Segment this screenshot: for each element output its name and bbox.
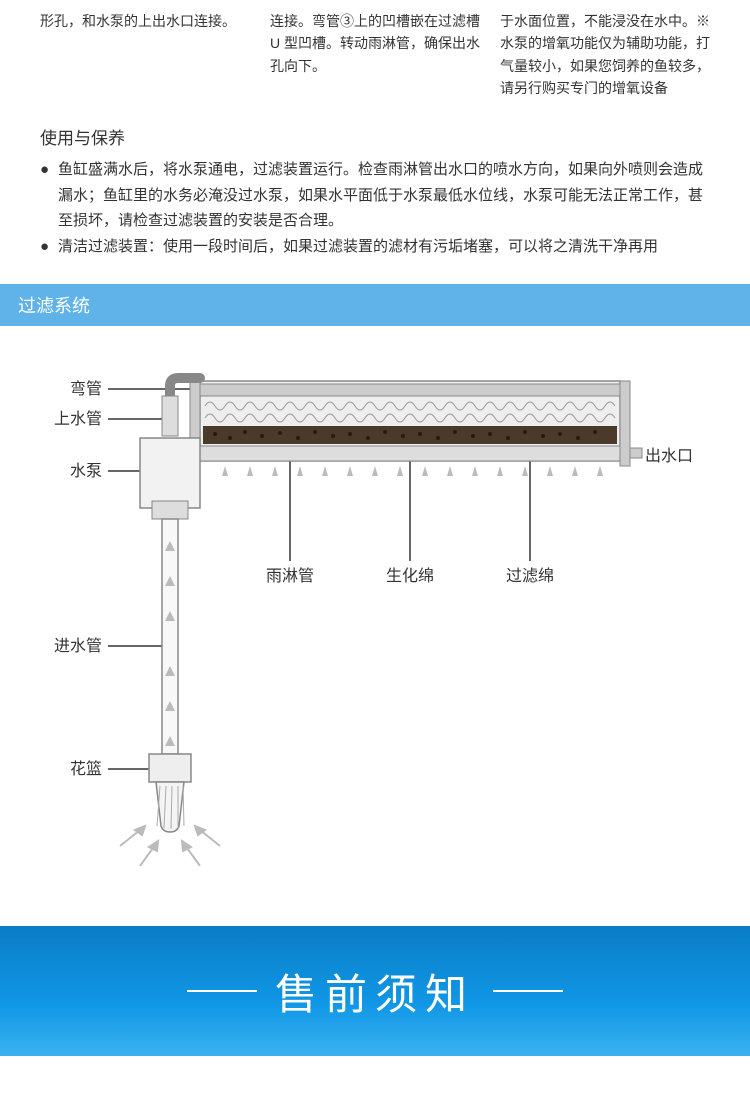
top-text-row: 形孔，和水泵的上出水口连接。 连接。弯管③上的凹槽嵌在过滤槽 U 型凹槽。转动雨… [0,0,750,110]
label-rain-pipe: 雨淋管 [266,567,314,585]
usage-p2: 清洁过滤装置：使用一段时间后，如果过滤装置的滤材有污垢堵塞，可以将之清洗干净再用 [40,234,710,260]
usage-section: 使用与保养 鱼缸盛满水后，将水泵通电，过滤装置运行。检查雨淋管出水口的喷水方向，… [0,110,750,285]
strainer-basket [156,782,184,832]
presale-title: 售前须知 [275,961,475,1022]
filter-diagram: 弯管 上水管 水泵 进水管 花篮 出水口 雨淋管 生化绵 过滤绵 [0,326,750,926]
label-pump: 水泵 [70,462,102,480]
pump-box [140,438,200,508]
top-col-3: 于水面位置，不能浸没在水中。※水泵的增氧功能仅为辅助功能，打气量较小，如果您饲养… [500,10,710,100]
usage-heading: 使用与保养 [40,125,710,154]
presale-line-left [187,990,257,992]
usage-p1: 鱼缸盛满水后，将水泵通电，过滤装置运行。检查雨淋管出水口的喷水方向，如果向外喷则… [40,157,710,234]
label-outlet: 出水口 [645,447,693,465]
bottom-space [0,1056,750,1101]
presale-line-right [493,990,563,992]
water-drops [222,466,603,476]
diagram-svg: 弯管 上水管 水泵 进水管 花篮 出水口 雨淋管 生化绵 过滤绵 [40,366,710,866]
label-strainer: 花篮 [70,760,102,778]
inlet-pipe [162,519,178,754]
label-bio-cotton: 生化绵 [386,567,434,585]
label-filter-cotton: 过滤绵 [506,567,554,585]
label-upper-pipe: 上水管 [54,410,102,428]
label-inlet-pipe: 进水管 [54,637,102,655]
section-bar-filter: 过滤系统 [0,284,750,326]
presale-banner: 售前须知 [0,926,750,1056]
top-col-2: 连接。弯管③上的凹槽嵌在过滤槽 U 型凹槽。转动雨淋管，确保出水孔向下。 [270,10,480,100]
top-col-1: 形孔，和水泵的上出水口连接。 [40,10,250,100]
label-elbow: 弯管 [70,380,102,398]
